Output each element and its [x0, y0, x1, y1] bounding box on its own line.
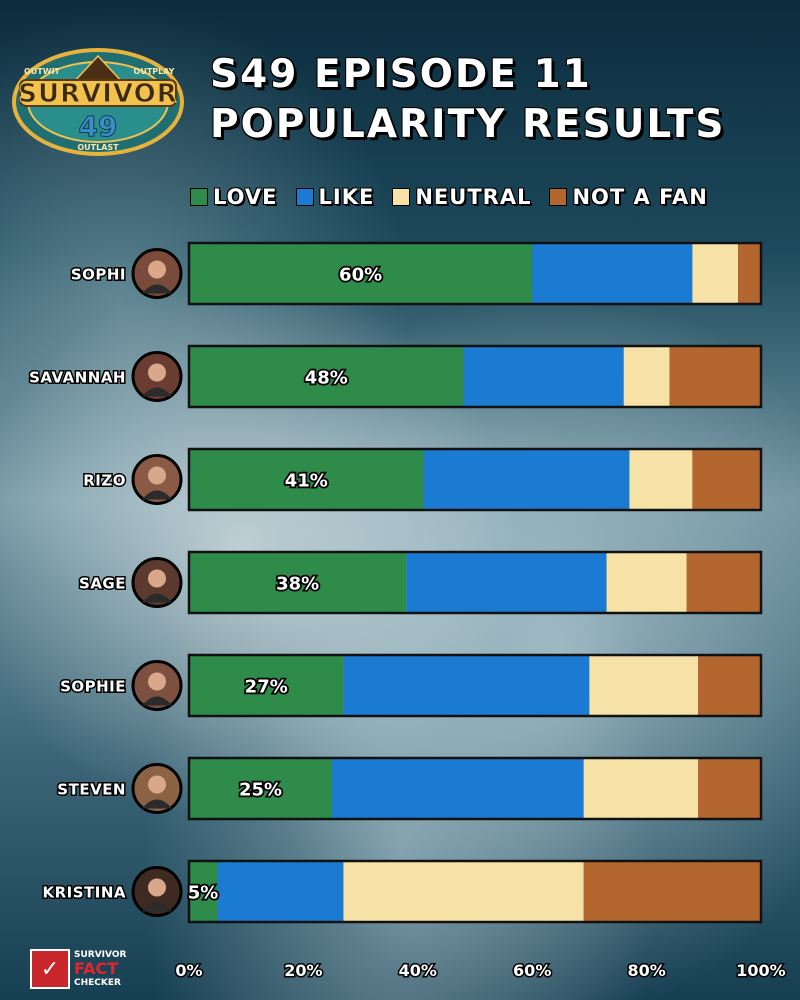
legend-swatch-like [295, 188, 314, 206]
bar-savannah-like [463, 346, 624, 407]
bar-outline-sophi [187, 241, 763, 306]
bar-outline-rizo [187, 447, 763, 512]
avatar-face-sophie [148, 672, 166, 691]
avatar-shoulders-sage [142, 593, 172, 603]
x-tick-label-5: 100% [736, 961, 785, 980]
bar-rizo-neutral [629, 449, 693, 510]
bar-sage-love [189, 552, 407, 613]
value-label-rizo: 41% [285, 471, 328, 492]
bar-sophie-like [343, 655, 590, 716]
bar-steven-not-a-fan [698, 758, 761, 819]
bar-steven-like [332, 758, 584, 819]
value-label-steven: 25% [239, 780, 282, 801]
category-label-sophie: SOPHIE [60, 678, 126, 696]
value-label-savannah: 48% [305, 368, 348, 389]
avatar-face-sage [148, 569, 166, 588]
value-label-sophie: 27% [245, 677, 288, 698]
avatar-face-sophi [148, 260, 166, 279]
chart-title: S49 EPISODE 11 POPULARITY RESULTS [210, 50, 780, 150]
avatar-shoulders-savannah [142, 387, 172, 397]
bar-sophie-not-a-fan [698, 655, 761, 716]
x-tick-label-0: 0% [175, 961, 202, 980]
category-label-kristina: KRISTINA [42, 884, 126, 902]
bar-savannah-not-a-fan [669, 346, 761, 407]
bar-steven-love [189, 758, 332, 819]
survivor-49-logo: SURVIVOR 49 OUTWIT OUTPLAY OUTLAST [12, 48, 184, 156]
bar-outline-steven [187, 756, 763, 821]
legend-item-neutral: NEUTRAL [392, 185, 531, 209]
bar-sage-neutral [606, 552, 687, 613]
logo-season-number: 49 [79, 110, 118, 143]
x-tick-label-3: 60% [513, 961, 551, 980]
checkmark-icon: ✓ [30, 949, 70, 989]
value-label-sage: 38% [276, 574, 319, 595]
category-label-sophi: SOPHI [71, 266, 126, 284]
legend-swatch-neutral [392, 188, 411, 206]
category-label-steven: STEVEN [57, 781, 126, 799]
value-label-kristina: 5% [188, 883, 219, 904]
legend-item-love: LOVE [190, 185, 278, 209]
bar-rizo-love [189, 449, 424, 510]
bar-outline-savannah [187, 344, 763, 409]
legend-swatch-not-a-fan [549, 188, 568, 206]
legend-item-not-a-fan: NOT A FAN [549, 185, 707, 209]
category-label-rizo: RIZO [83, 472, 126, 490]
avatar-shoulders-kristina [142, 902, 172, 912]
avatar-face-steven [148, 775, 166, 794]
bar-sophi-love [189, 243, 533, 304]
bar-sophie-love [189, 655, 344, 716]
logo-motto-left: OUTWIT [24, 67, 61, 76]
bar-outline-sophie [187, 653, 763, 718]
legend-item-like: LIKE [295, 185, 375, 209]
bar-steven-neutral [583, 758, 699, 819]
bar-sage-like [406, 552, 607, 613]
avatar-face-savannah [148, 363, 166, 382]
bar-outline-sage [187, 550, 763, 615]
avatar-shoulders-sophie [142, 696, 172, 706]
brand-line-2: FACT [74, 959, 119, 978]
legend-label-not-a-fan: NOT A FAN [572, 185, 708, 209]
bar-sophi-like [532, 243, 693, 304]
brand-line-3: CHECKER [74, 978, 121, 988]
bar-sophi-not-a-fan [738, 243, 761, 304]
x-tick-label-1: 20% [284, 961, 322, 980]
bar-kristina-neutral [343, 861, 584, 922]
bar-kristina-like [217, 861, 344, 922]
bar-kristina-not-a-fan [583, 861, 761, 922]
avatar-shoulders-rizo [142, 490, 172, 500]
avatar-shoulders-sophi [142, 284, 172, 294]
avatar-shoulders-steven [142, 799, 172, 809]
title-line-1: S49 EPISODE 11 [210, 52, 592, 97]
bar-sage-not-a-fan [686, 552, 761, 613]
bar-kristina-love [189, 861, 218, 922]
bar-rizo-like [423, 449, 630, 510]
legend-swatch-love [190, 188, 208, 206]
bar-rizo-not-a-fan [692, 449, 761, 510]
value-label-sophi: 60% [339, 265, 382, 286]
bar-savannah-neutral [623, 346, 670, 407]
x-tick-label-2: 40% [399, 961, 437, 980]
legend-label-love: LOVE [213, 185, 278, 209]
legend: LOVE LIKE NEUTRAL NOT A FAN [190, 182, 790, 212]
bar-sophie-neutral [589, 655, 699, 716]
legend-label-neutral: NEUTRAL [415, 185, 532, 209]
avatar-face-kristina [148, 878, 166, 897]
title-line-2: POPULARITY RESULTS [210, 102, 726, 147]
survivor-fact-checker-logo: ✓ SURVIVOR FACT CHECKER [30, 946, 150, 992]
avatar-face-rizo [148, 466, 166, 485]
logo-motto-bottom: OUTLAST [77, 143, 119, 152]
bar-savannah-love [189, 346, 464, 407]
logo-motto-right: OUTPLAY [134, 67, 175, 76]
bar-outline-kristina [187, 859, 763, 924]
x-tick-label-4: 80% [627, 961, 665, 980]
legend-label-like: LIKE [318, 185, 375, 209]
logo-wordmark: SURVIVOR [18, 79, 177, 109]
category-label-sage: SAGE [79, 575, 126, 593]
bar-sophi-neutral [692, 243, 739, 304]
brand-line-1: SURVIVOR [74, 950, 127, 960]
category-label-savannah: SAVANNAH [29, 369, 126, 387]
